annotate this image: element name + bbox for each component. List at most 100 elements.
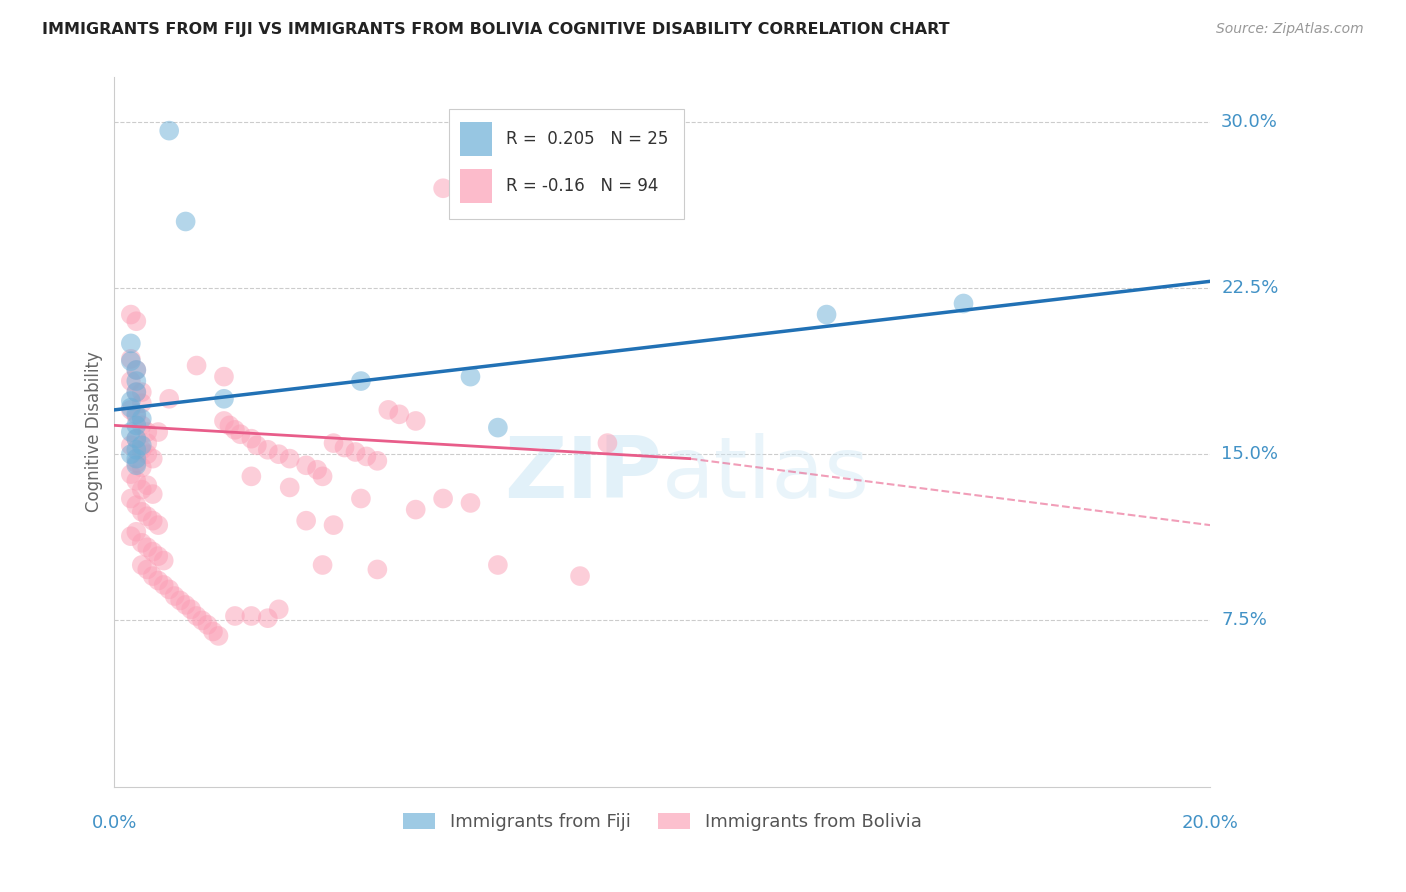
Point	[295, 458, 318, 473]
Point	[125, 385, 148, 400]
Point	[180, 602, 202, 616]
Point	[136, 541, 159, 555]
Point	[131, 536, 153, 550]
Text: atlas: atlas	[662, 434, 870, 516]
Point	[125, 363, 148, 377]
FancyBboxPatch shape	[460, 169, 492, 203]
Point	[148, 425, 170, 439]
Point	[295, 514, 318, 528]
Point	[120, 374, 142, 388]
Point	[131, 438, 153, 452]
Point	[432, 491, 454, 506]
Point	[125, 432, 148, 446]
Point	[125, 458, 148, 473]
Point	[212, 414, 235, 428]
Point	[202, 624, 225, 639]
Point	[333, 441, 356, 455]
Point	[120, 491, 142, 506]
Text: 20.0%: 20.0%	[1181, 814, 1239, 832]
Text: 0.0%: 0.0%	[91, 814, 138, 832]
Point	[229, 427, 252, 442]
Point	[120, 447, 142, 461]
Point	[136, 478, 159, 492]
Point	[278, 480, 301, 494]
Point	[224, 423, 246, 437]
Point	[486, 420, 509, 434]
Point	[486, 558, 509, 572]
Point	[125, 409, 148, 424]
Point	[125, 314, 148, 328]
Point	[120, 529, 142, 543]
Point	[246, 438, 269, 452]
Point	[356, 450, 378, 464]
Point	[120, 425, 142, 439]
Point	[120, 351, 142, 366]
Point	[136, 425, 159, 439]
Point	[350, 374, 373, 388]
Point	[256, 611, 278, 625]
Point	[136, 562, 159, 576]
Point	[131, 505, 153, 519]
Point	[125, 451, 148, 466]
Point	[186, 359, 208, 373]
Point	[125, 456, 148, 470]
Point	[191, 614, 214, 628]
Point	[125, 498, 148, 512]
Point	[322, 518, 344, 533]
Point	[157, 582, 180, 597]
Point	[432, 181, 454, 195]
Point	[157, 123, 180, 137]
Point	[344, 445, 367, 459]
Point	[405, 414, 427, 428]
Point	[256, 442, 278, 457]
Point	[125, 442, 148, 457]
Point	[366, 562, 388, 576]
Point	[460, 496, 482, 510]
Point	[131, 558, 153, 572]
Point	[131, 411, 153, 425]
Point	[267, 602, 290, 616]
Point	[163, 589, 186, 603]
Point	[125, 474, 148, 488]
Point	[136, 509, 159, 524]
Text: IMMIGRANTS FROM FIJI VS IMMIGRANTS FROM BOLIVIA COGNITIVE DISABILITY CORRELATION: IMMIGRANTS FROM FIJI VS IMMIGRANTS FROM …	[42, 22, 950, 37]
Point	[322, 436, 344, 450]
Point	[125, 407, 148, 421]
Text: 15.0%: 15.0%	[1222, 445, 1278, 463]
Text: R =  0.205   N = 25: R = 0.205 N = 25	[506, 130, 668, 148]
Point	[125, 432, 148, 446]
Point	[240, 469, 263, 483]
Point	[120, 354, 142, 368]
Text: R = -0.16   N = 94: R = -0.16 N = 94	[506, 177, 658, 195]
Point	[569, 569, 592, 583]
Point	[148, 518, 170, 533]
Point	[596, 436, 619, 450]
Point	[131, 483, 153, 497]
Point	[136, 436, 159, 450]
Point	[120, 401, 142, 415]
Point	[131, 418, 153, 433]
Point	[186, 609, 208, 624]
Point	[307, 463, 329, 477]
Point	[131, 385, 153, 400]
Text: 22.5%: 22.5%	[1222, 279, 1278, 297]
Point	[125, 374, 148, 388]
FancyBboxPatch shape	[449, 110, 685, 219]
Point	[460, 369, 482, 384]
Point	[125, 418, 148, 433]
Point	[240, 609, 263, 624]
Point	[311, 469, 333, 483]
Point	[212, 369, 235, 384]
Point	[125, 363, 148, 377]
Point	[142, 545, 165, 559]
Point	[224, 609, 246, 624]
Point	[278, 451, 301, 466]
Point	[142, 514, 165, 528]
Point	[366, 454, 388, 468]
Point	[125, 524, 148, 539]
Text: 7.5%: 7.5%	[1222, 611, 1267, 630]
Point	[405, 502, 427, 516]
Point	[174, 598, 197, 612]
Point	[207, 629, 229, 643]
Text: 30.0%: 30.0%	[1222, 112, 1278, 131]
